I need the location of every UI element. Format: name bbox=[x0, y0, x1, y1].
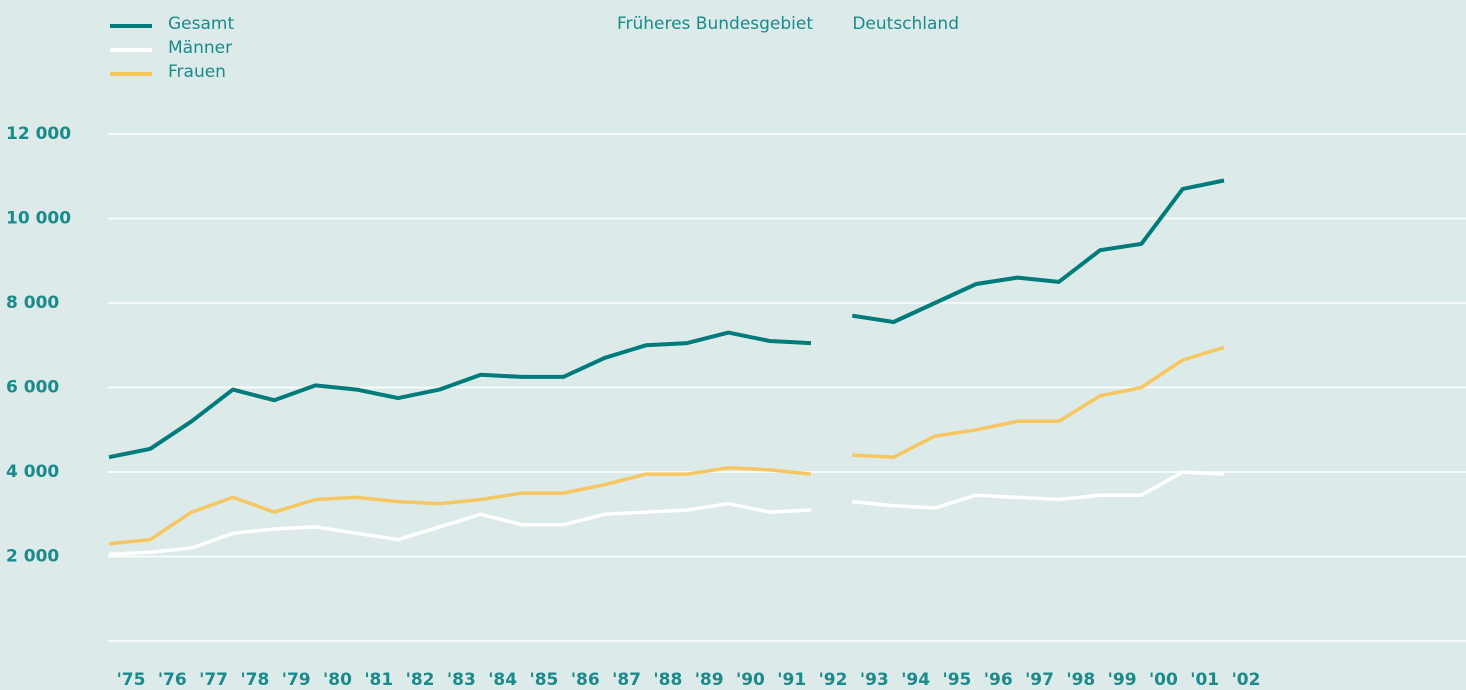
x-tick-label: '83 bbox=[447, 670, 476, 690]
x-tick-label: '89 bbox=[695, 670, 724, 690]
section-label: Früheres Bundesgebiet bbox=[617, 14, 813, 34]
x-tick-label: '88 bbox=[653, 670, 682, 690]
series-line bbox=[108, 466, 812, 546]
x-tick-label: '02 bbox=[1232, 670, 1261, 690]
x-tick-label: '77 bbox=[199, 670, 228, 690]
x-tick-label: '91 bbox=[777, 670, 806, 690]
x-tick-label: '92 bbox=[819, 670, 848, 690]
x-tick-label: '93 bbox=[860, 670, 889, 690]
legend-label: Gesamt bbox=[168, 14, 234, 34]
x-tick-label: '81 bbox=[364, 670, 393, 690]
y-tick-label: 2 000 bbox=[6, 547, 59, 567]
x-tick-label: '99 bbox=[1108, 670, 1137, 690]
x-tick-label: '98 bbox=[1066, 670, 1095, 690]
section-label: Deutschland bbox=[852, 14, 959, 34]
y-tick-label: 4 000 bbox=[6, 462, 59, 482]
y-tick-label: 8 000 bbox=[6, 293, 59, 313]
x-tick-label: '82 bbox=[406, 670, 435, 690]
x-tick-label: '76 bbox=[158, 670, 187, 690]
x-tick-label: '79 bbox=[282, 670, 311, 690]
x-tick-label: '80 bbox=[323, 670, 352, 690]
series-line bbox=[108, 501, 812, 557]
y-tick-label: 6 000 bbox=[6, 378, 59, 398]
x-tick-label: '96 bbox=[984, 670, 1013, 690]
x-tick-label: '95 bbox=[942, 670, 971, 690]
x-tick-label: '84 bbox=[488, 670, 517, 690]
x-tick-label: '90 bbox=[736, 670, 765, 690]
x-tick-label: '85 bbox=[530, 670, 559, 690]
series-line bbox=[852, 470, 1225, 510]
series-line bbox=[851, 178, 1225, 324]
x-tick-label: '01 bbox=[1190, 670, 1219, 690]
series-line bbox=[108, 330, 812, 460]
x-tick-label: '86 bbox=[571, 670, 600, 690]
legend-label: Männer bbox=[168, 38, 232, 58]
x-tick-label: '87 bbox=[612, 670, 641, 690]
x-tick-label: '94 bbox=[901, 670, 930, 690]
x-tick-label: '00 bbox=[1149, 670, 1178, 690]
y-tick-label: 12 000 bbox=[6, 124, 71, 144]
series-line bbox=[852, 345, 1225, 459]
y-tick-label: 10 000 bbox=[6, 209, 71, 229]
x-tick-label: '75 bbox=[117, 670, 146, 690]
x-tick-label: '97 bbox=[1025, 670, 1054, 690]
legend-label: Frauen bbox=[168, 62, 226, 82]
x-tick-label: '78 bbox=[240, 670, 269, 690]
